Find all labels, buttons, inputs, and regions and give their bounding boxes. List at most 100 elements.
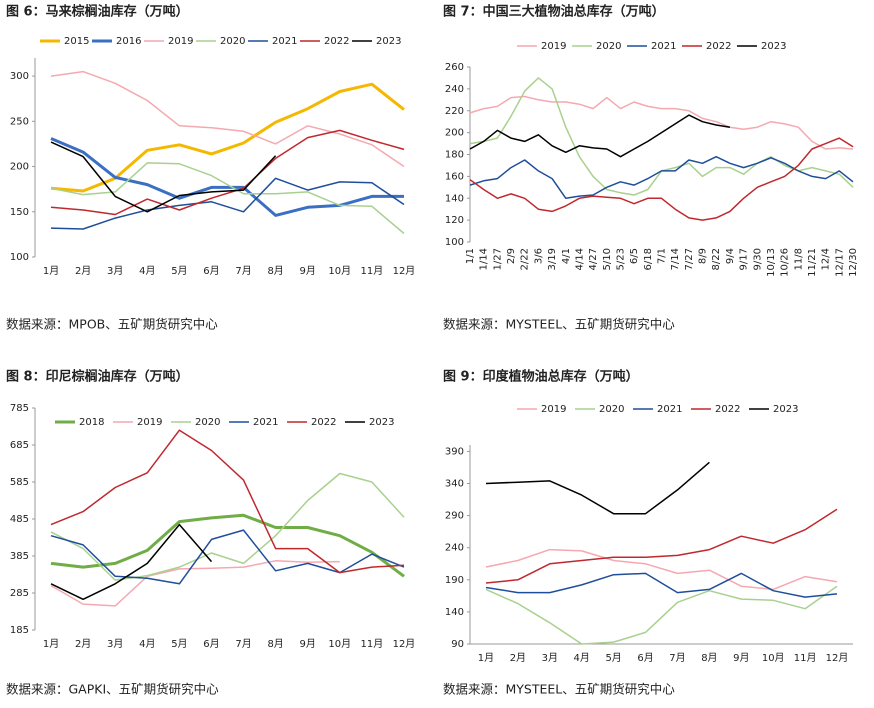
series-line [485, 508, 838, 584]
legend-label: 2020 [220, 36, 245, 47]
y-tick-label: 100 [445, 237, 464, 248]
x-tick-label: 4/14 [574, 248, 585, 270]
x-tick-label: 6月 [637, 652, 653, 664]
x-tick-label: 9月 [300, 265, 316, 277]
x-tick-label: 7/1 [657, 248, 668, 264]
y-tick-label: 140 [445, 193, 464, 204]
y-tick-label: 180 [445, 150, 464, 161]
x-tick-label: 1月 [478, 652, 494, 664]
source-note: 数据来源：MYSTEEL、五矿期货研究中心 [443, 317, 675, 332]
y-tick-label: 190 [445, 575, 464, 586]
legend-label: 2021 [657, 404, 682, 415]
legend-label: 2016 [116, 36, 141, 47]
legend-label: 2019 [137, 417, 162, 428]
y-tick-label: 100 [10, 252, 29, 263]
source-note: 数据来源：GAPKI、五矿期货研究中心 [6, 682, 219, 697]
x-tick-label: 10/26 [780, 248, 791, 277]
x-tick-label: 2/9 [506, 248, 517, 264]
chart-panel: 图 9：印度植物油总库存（万吨） 数据来源：MYSTEEL、五矿期货研究中心 90 1… [443, 369, 853, 697]
x-tick-label: 12/17 [834, 248, 845, 277]
x-tick-label: 10/13 [766, 248, 777, 277]
legend-label: 2022 [311, 417, 336, 428]
series-line [50, 523, 213, 601]
x-tick-label: 9/4 [725, 248, 736, 264]
y-tick-label: 140 [445, 607, 464, 618]
source-note: 数据来源：MPOB、五矿期货研究中心 [6, 317, 218, 332]
x-tick-label: 8月 [701, 652, 717, 664]
chart-title: 图 8：印尼棕榈油库存（万吨） [6, 369, 189, 385]
x-tick-label: 8月 [267, 638, 283, 650]
x-tick-label: 4/27 [588, 248, 599, 270]
x-tick-label: 11月 [361, 265, 384, 277]
series-line [50, 82, 405, 193]
legend-label: 2020 [599, 404, 624, 415]
legend-label: 2022 [715, 404, 740, 415]
x-tick-label: 4月 [574, 652, 590, 664]
x-tick-label: 3月 [107, 638, 123, 650]
source-note: 数据来源：MYSTEEL、五矿期货研究中心 [443, 682, 675, 697]
x-tick-label: 10月 [328, 265, 351, 277]
x-tick-label: 1月 [43, 638, 59, 650]
x-tick-label: 8/22 [711, 248, 722, 270]
x-tick-label: 9月 [300, 638, 316, 650]
x-tick-label: 12月 [393, 265, 416, 277]
y-tick-label: 220 [445, 106, 464, 117]
x-tick-label: 5/10 [602, 248, 613, 270]
x-tick-label: 4月 [139, 265, 155, 277]
x-tick-label: 7月 [669, 652, 685, 664]
x-tick-label: 3/6 [533, 248, 544, 264]
legend-label: 2020 [195, 417, 220, 428]
x-tick-label: 2月 [510, 652, 526, 664]
x-tick-label: 7/27 [684, 248, 695, 270]
y-tick-label: 585 [10, 477, 29, 488]
x-tick-label: 11月 [361, 638, 384, 650]
legend-label: 2019 [541, 404, 566, 415]
series-line [50, 472, 405, 581]
x-tick-label: 4月 [139, 638, 155, 650]
x-tick-label: 8/9 [698, 248, 709, 264]
x-tick-label: 1月 [43, 265, 59, 277]
y-tick-label: 300 [10, 71, 29, 82]
x-tick-label: 7月 [235, 638, 251, 650]
x-tick-label: 12月 [826, 652, 849, 664]
series-line [50, 70, 405, 168]
x-tick-label: 2月 [75, 265, 91, 277]
series-line [469, 155, 854, 200]
legend-label: 2021 [253, 417, 278, 428]
x-tick-label: 12/30 [848, 248, 859, 277]
x-tick-label: 10月 [762, 652, 785, 664]
chart-panel: 图 8：印尼棕榈油库存（万吨） 数据来源：GAPKI、五矿期货研究中心 185 285… [6, 369, 415, 697]
legend-label: 2019 [541, 41, 566, 52]
x-tick-label: 3月 [542, 652, 558, 664]
legend-label: 2021 [651, 41, 676, 52]
x-tick-label: 6月 [203, 638, 219, 650]
chart-panel: 图 6：马来棕榈油库存（万吨） 数据来源：MPOB、五矿期货研究中心 100 150 2… [6, 4, 415, 332]
y-tick-label: 200 [445, 128, 464, 139]
legend-label: 2023 [376, 36, 401, 47]
series-line [50, 137, 404, 217]
y-tick-label: 185 [10, 625, 29, 636]
x-tick-label: 9/17 [739, 248, 750, 270]
series-line [50, 529, 405, 585]
legend-label: 2020 [596, 41, 621, 52]
series-line [50, 141, 277, 213]
x-tick-label: 3/19 [547, 248, 558, 270]
x-tick-label: 5月 [171, 265, 187, 277]
x-tick-label: 6月 [203, 265, 219, 277]
x-tick-label: 1/14 [479, 248, 490, 270]
series-line [485, 461, 710, 515]
legend-label: 2018 [79, 417, 104, 428]
x-tick-label: 1/1 [465, 248, 476, 264]
x-tick-label: 3月 [107, 265, 123, 277]
x-tick-label: 10月 [328, 638, 351, 650]
x-tick-label: 8月 [267, 265, 283, 277]
y-tick-label: 90 [451, 639, 464, 650]
series-line [469, 95, 854, 150]
x-tick-label: 4/1 [561, 248, 572, 264]
x-tick-label: 6/18 [643, 248, 654, 270]
x-tick-label: 11/21 [807, 248, 818, 277]
series-line [50, 162, 405, 235]
chart-title: 图 7：中国三大植物油总库存（万吨） [443, 4, 665, 20]
y-tick-label: 240 [445, 84, 464, 95]
